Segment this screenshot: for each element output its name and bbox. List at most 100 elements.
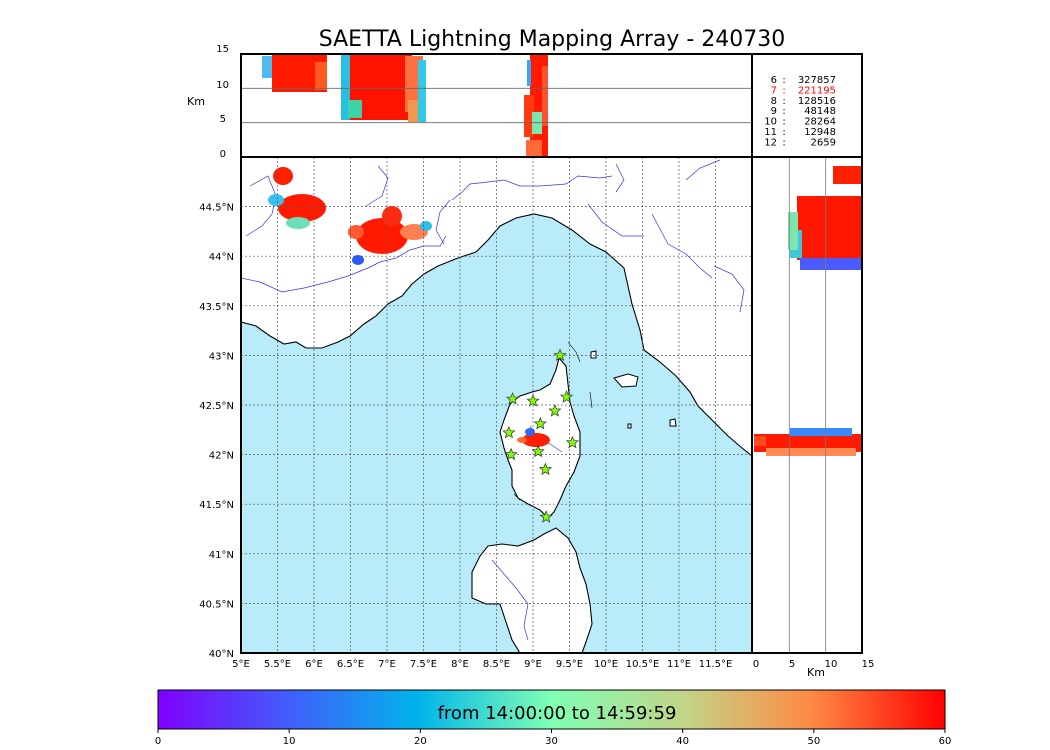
station-star <box>553 348 567 362</box>
map-y-tick-label: 40.5°N <box>199 599 234 610</box>
giglio-island <box>669 418 677 427</box>
map-x-tick-label: 7.5°E <box>410 659 437 670</box>
altitude-cell-corsica <box>524 54 548 157</box>
storm-cell <box>286 217 310 229</box>
station-count-sep: : <box>782 117 785 128</box>
station-count-sep: : <box>782 137 785 148</box>
station-count-value: 221195 <box>798 85 836 96</box>
storm-cell <box>268 194 284 206</box>
station-count-value: 12948 <box>804 127 836 138</box>
map-x-tick-label: 10°E <box>594 659 618 670</box>
station-count-value: 48148 <box>804 106 836 117</box>
map-x-tick-label: 7°E <box>378 659 396 670</box>
station-star <box>565 435 580 449</box>
storm-cell <box>517 437 527 443</box>
colorbar-tick-label: 0 <box>155 736 161 747</box>
storm-cell <box>522 433 550 447</box>
map-y-tick-label: 41°N <box>209 550 234 561</box>
map-lightning-sources <box>268 167 550 447</box>
station-star <box>548 403 562 417</box>
station-star <box>539 510 553 523</box>
station-count-sep: : <box>782 85 785 96</box>
time-colorbar: from 14:00:00 to 14:59:59 0 10 20 30 40 50 60 <box>155 689 952 747</box>
map-y-tick-label: 44°N <box>209 252 234 263</box>
altitude-tick-label: 5 <box>220 114 226 125</box>
map-x-tick-label: 9.5°E <box>556 659 583 670</box>
side-tick-label: 0 <box>753 659 759 670</box>
altitude-cell-west <box>262 54 426 122</box>
station-star <box>502 425 516 439</box>
map-y-tick-label: 42.5°N <box>199 401 234 412</box>
side-axis-label: Km <box>807 666 825 679</box>
sardinia-island <box>471 527 593 653</box>
map-gridlines <box>241 157 752 653</box>
map-x-tick-label: 6°E <box>305 659 323 670</box>
map-y-tick-label: 42°N <box>209 451 234 462</box>
map-y-tick-label: 43.5°N <box>199 302 234 313</box>
station-count-row: 12: 2659 <box>764 137 836 148</box>
map-y-tick-labels: 40°N 40.5°N 41°N 41.5°N 42°N 42.5°N 43°N 43.5°N… <box>199 203 234 660</box>
colorbar-tick-label: 10 <box>283 736 296 747</box>
altitude-scatter <box>262 54 548 157</box>
station-count-row: 10: 28264 <box>764 117 836 128</box>
montecristo-island <box>627 423 632 429</box>
station-count-stations: 12 <box>764 137 777 148</box>
station-count-stations: 7 <box>771 85 777 96</box>
storm-cell <box>348 225 364 239</box>
storm-cell <box>356 218 408 254</box>
station-star <box>559 390 574 403</box>
capraia-island <box>590 350 597 359</box>
altitude-axis-label: Km <box>187 95 205 108</box>
map-y-tick-label: 44.5°N <box>199 203 234 214</box>
figure-title: SAETTA Lightning Mapping Array - 240730 <box>319 27 786 52</box>
station-count-sep: : <box>782 106 785 117</box>
station-count-sep: : <box>782 127 785 138</box>
station-count-stations: 11 <box>764 127 777 138</box>
elba-island <box>613 373 639 388</box>
storm-cell <box>273 167 293 185</box>
colorbar-tick-label: 60 <box>939 736 952 747</box>
sea-tracks <box>513 341 593 501</box>
station-count-row: 9: 48148 <box>771 106 836 117</box>
map-x-tick-label: 9°E <box>524 659 542 670</box>
side-tick-label: 5 <box>789 659 795 670</box>
station-count-sep: : <box>782 96 785 107</box>
storm-cell <box>420 221 432 231</box>
station-count-value: 327857 <box>798 75 836 86</box>
map-y-tick-label: 41.5°N <box>199 500 234 511</box>
station-count-value: 128516 <box>798 96 836 107</box>
side-panel-frame <box>751 156 863 654</box>
station-count-table: 6:3278577:2211958:1285169:4814810:282641… <box>764 75 836 148</box>
map-x-tick-label: 10.5°E <box>626 659 660 670</box>
map-x-tick-labels: 5°E 5.5°E 6°E 6.5°E 7°E 7.5°E 8°E 8.5°E 9°E 9.5°E… <box>232 659 732 670</box>
colorbar-tick-label: 40 <box>676 736 689 747</box>
map-x-tick-label: 8.5°E <box>483 659 510 670</box>
station-count-panel: 6:3278577:2211958:1285169:4814810:282641… <box>751 53 863 158</box>
map-x-tick-label: 11.5°E <box>699 659 733 670</box>
colorbar-label: from 14:00:00 to 14:59:59 <box>438 703 677 724</box>
colorbar-tick-label: 50 <box>807 736 820 747</box>
map-x-tick-label: 8°E <box>451 659 469 670</box>
side-scatter <box>754 166 862 456</box>
station-star <box>531 444 545 458</box>
colorbar-gradient <box>157 689 946 730</box>
station-count-stations: 6 <box>771 75 777 86</box>
station-count-sep: : <box>782 75 785 86</box>
station-count-row: 11: 12948 <box>764 127 836 138</box>
station-count-value: 28264 <box>804 117 836 128</box>
station-count-stations: 10 <box>764 117 777 128</box>
station-star <box>526 394 540 407</box>
station-star <box>505 392 520 405</box>
colorbar-tick-label: 30 <box>545 736 558 747</box>
altitude-panel: 15 10 5 0 Km <box>187 44 753 160</box>
map-x-tick-label: 5°E <box>232 659 250 670</box>
map-y-tick-label: 43°N <box>209 351 234 362</box>
station-count-value: 2659 <box>811 137 836 148</box>
map-x-tick-label: 11°E <box>667 659 691 670</box>
side-tick-label: 15 <box>862 659 875 670</box>
station-count-stations: 8 <box>771 96 777 107</box>
station-count-row: 6: 327857 <box>771 75 836 86</box>
map-x-tick-label: 5.5°E <box>264 659 291 670</box>
station-star <box>533 416 547 430</box>
